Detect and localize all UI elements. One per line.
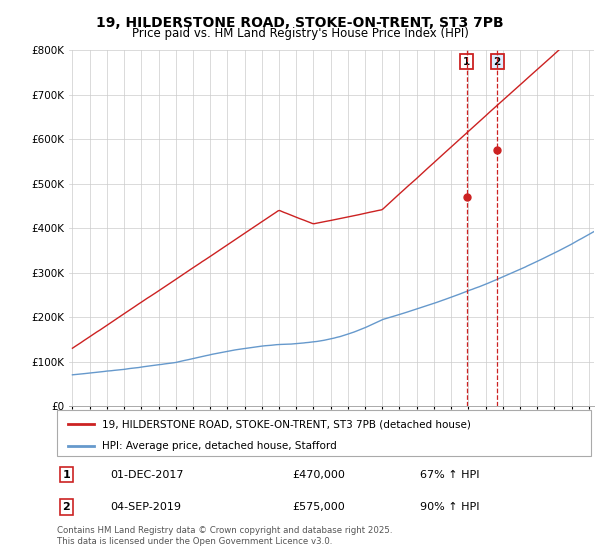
Text: 67% ↑ HPI: 67% ↑ HPI — [420, 470, 479, 480]
Text: 90% ↑ HPI: 90% ↑ HPI — [420, 502, 479, 512]
Text: 1: 1 — [62, 470, 70, 480]
Text: 19, HILDERSTONE ROAD, STOKE-ON-TRENT, ST3 7PB: 19, HILDERSTONE ROAD, STOKE-ON-TRENT, ST… — [96, 16, 504, 30]
Text: 19, HILDERSTONE ROAD, STOKE-ON-TRENT, ST3 7PB (detached house): 19, HILDERSTONE ROAD, STOKE-ON-TRENT, ST… — [103, 419, 471, 430]
Text: 1: 1 — [463, 57, 470, 67]
Text: 2: 2 — [62, 502, 70, 512]
Text: £575,000: £575,000 — [292, 502, 345, 512]
Text: Contains HM Land Registry data © Crown copyright and database right 2025.
This d: Contains HM Land Registry data © Crown c… — [57, 526, 392, 546]
Text: Price paid vs. HM Land Registry's House Price Index (HPI): Price paid vs. HM Land Registry's House … — [131, 27, 469, 40]
Text: £470,000: £470,000 — [292, 470, 345, 480]
Text: 2: 2 — [493, 57, 501, 67]
Text: 01-DEC-2017: 01-DEC-2017 — [110, 470, 184, 480]
Text: 04-SEP-2019: 04-SEP-2019 — [110, 502, 181, 512]
Text: HPI: Average price, detached house, Stafford: HPI: Average price, detached house, Staf… — [103, 441, 337, 451]
